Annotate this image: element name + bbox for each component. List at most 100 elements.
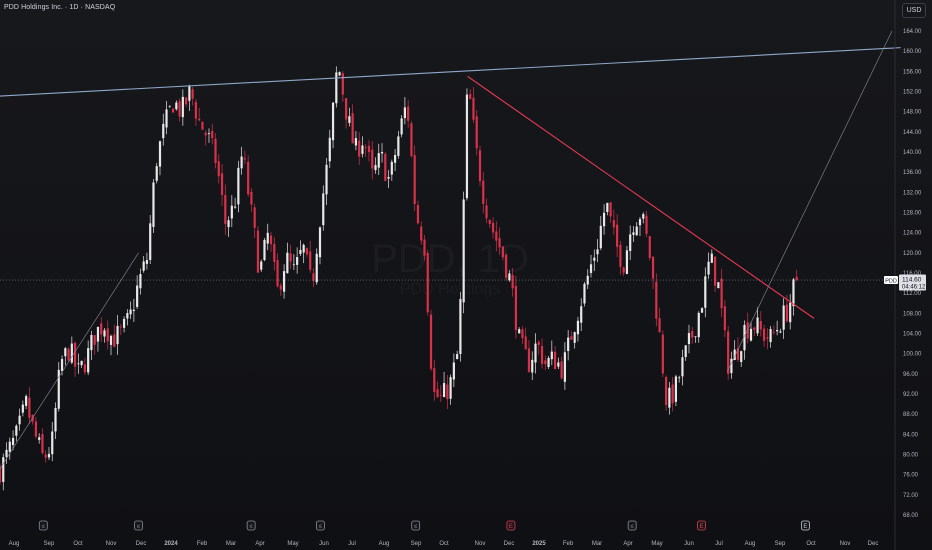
candle-up [77,363,80,365]
candles [0,66,798,491]
candle-down [358,140,361,157]
earnings-marker[interactable]: E [697,520,706,531]
candle-down [171,108,175,113]
candle-up [165,109,168,128]
candle-up [508,273,511,281]
candle-down [367,145,371,153]
candle-up [266,232,269,244]
candle-down [371,149,374,169]
candle-down [364,146,367,148]
candle-down [410,123,413,157]
candle-down [407,106,410,121]
candle-down [772,331,775,333]
candle-down [34,421,38,437]
svg-text:≤: ≤ [319,524,323,530]
dividend-marker[interactable]: ≤ [411,520,421,531]
candle-up [710,253,713,263]
price-tag-symbol: PDD [885,279,897,285]
dividend-marker[interactable]: ≤ [134,520,143,531]
candle-up [126,313,129,319]
candle-down [475,116,478,149]
candle-up [168,105,171,107]
candle-down [482,180,485,204]
price-tick-label: 144.00 [903,130,922,136]
svg-text:≤: ≤ [631,524,635,530]
time-tick-label: May [651,541,662,547]
earnings-marker[interactable]: E [800,520,810,531]
candle-up [550,351,553,360]
candle-up [181,96,184,118]
dividend-marker[interactable]: ≤ [246,520,256,531]
candle-up [260,261,263,270]
currency-button[interactable]: USD [902,3,926,18]
trendline-rising-support-1[interactable] [0,252,139,482]
candle-up [789,302,792,323]
candle-down [609,202,612,217]
candle-up [54,407,57,432]
price-tick-label: 84.00 [903,432,919,438]
svg-text:E: E [509,524,513,530]
candle-up [175,102,178,110]
candle-up [563,352,566,382]
candle-down [521,329,524,339]
candle-up [132,309,135,311]
price-tick-label: 164.00 [903,29,922,35]
candle-down [540,346,544,365]
candle-down [106,328,109,342]
time-tick-label: Mar [592,541,602,547]
dividend-marker[interactable]: ≤ [316,520,325,531]
candle-down [178,101,181,117]
time-tick-label: 2024 [164,541,178,547]
candle-down [671,384,674,404]
dividend-marker[interactable]: ≤ [627,520,637,531]
candle-up [302,244,305,253]
time-axis[interactable]: Aug Sep Oct Nov Dec 2024 Feb Mar Apr May Jun Jul Aug… [9,541,879,547]
candle-up [576,320,580,335]
candle-up [740,351,743,363]
candle-down [119,326,122,328]
candle-up [518,329,521,334]
candle-up [315,253,318,283]
candle-up [282,271,286,292]
trendline-descending-resistance[interactable] [467,75,815,319]
price-tick-label: 148.00 [903,110,922,116]
candle-up [567,337,570,352]
price-axis[interactable]: 68.00 72.00 76.00 80.00 84.00 88.00 92.00 96.00… [894,0,922,550]
candle-down [658,318,661,333]
time-tick-label: Apr [255,541,264,547]
candle-down [651,256,655,279]
svg-text:E: E [699,524,703,530]
earnings-marker[interactable]: E [506,520,516,531]
candle-down [426,252,429,313]
candle-up [557,362,560,367]
price-tick-label: 96.00 [903,372,919,378]
candle-up [116,325,119,345]
time-tick-label: Dec [868,541,879,547]
event-markers[interactable]: ≤ ≤ ≤ ≤ ≤ E ≤ E E [38,520,810,531]
candle-down [100,323,103,335]
trendlines[interactable] [0,30,901,482]
candle-up [377,153,380,168]
dividend-marker[interactable]: ≤ [38,520,48,531]
candle-up [632,232,635,235]
trendline-resistance-upper[interactable] [0,47,901,97]
candle-up [606,202,609,212]
candle-down [224,195,227,224]
time-tick-label: Dec [504,541,515,547]
price-tick-label: 156.00 [903,69,922,75]
svg-text:E: E [803,524,807,530]
candle-up [697,312,700,338]
candle-down [420,226,423,241]
candle-down [305,248,309,255]
trendline-rising-support-2[interactable] [727,30,893,372]
time-tick-label: Aug [379,541,390,547]
candle-up [136,285,139,307]
candle-down [723,306,726,331]
candle-down [524,336,527,350]
time-tick-label: Sep [411,541,422,547]
candle-down [204,132,207,136]
candle-down [785,304,789,322]
